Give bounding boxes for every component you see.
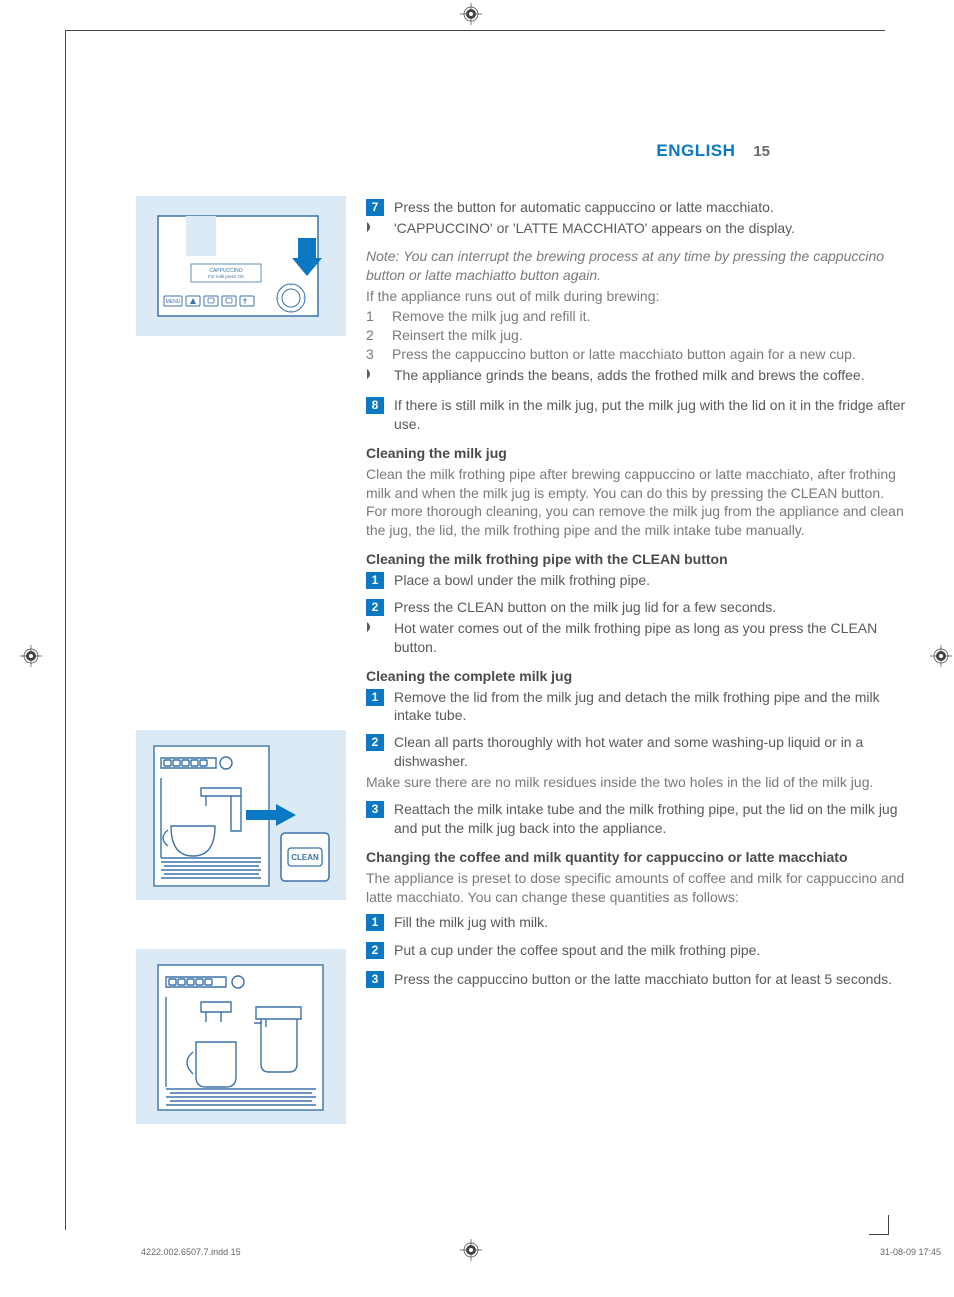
illustration-control-panel: CAPPUCCINO For milk press OK MENU	[136, 196, 346, 336]
header-language: ENGLISH	[656, 141, 735, 160]
registration-mark-right	[930, 645, 952, 667]
footer-file: 4222.002.6507.7.indd 15	[141, 1247, 241, 1257]
result-bullet-icon	[366, 619, 374, 638]
qty-s2: Put a cup under the coffee spout and the…	[394, 941, 906, 960]
step-badge-7: 7	[366, 199, 384, 216]
list-num: 2	[366, 326, 382, 345]
step-7-text: Press the button for automatic cappuccin…	[394, 198, 906, 217]
header-page-number: 15	[753, 143, 770, 160]
step-badge-3: 3	[366, 971, 384, 988]
illustration-cup-under-spout	[136, 949, 346, 1124]
qty-body: The appliance is preset to dose specific…	[366, 869, 906, 907]
clean-btn-result: Hot water comes out of the milk frothing…	[394, 619, 906, 657]
section-title-clean-button: Cleaning the milk frothing pipe with the…	[366, 550, 906, 569]
list-num: 1	[366, 307, 382, 326]
step-badge-8: 8	[366, 397, 384, 414]
section-title-clean-jug: Cleaning the milk jug	[366, 444, 906, 463]
runout-result: The appliance grinds the beans, adds the…	[394, 366, 906, 386]
svg-text:MENU: MENU	[166, 299, 181, 305]
page-footer: 4222.002.6507.7.indd 15 31-08-09 17:45	[141, 1247, 941, 1257]
text-column: 7 Press the button for automatic cappucc…	[366, 196, 906, 1138]
crop-mark-br	[869, 1215, 889, 1235]
runout-2: Reinsert the milk jug.	[392, 326, 523, 345]
illustration-clean-button: CLEAN	[136, 730, 346, 900]
clean-full-s2: Clean all parts thoroughly with hot wate…	[394, 733, 906, 771]
qty-s3: Press the cappuccino button or the latte…	[394, 970, 906, 989]
result-bullet-icon	[366, 366, 374, 385]
display-line2: For milk press OK	[208, 274, 244, 279]
list-num: 3	[366, 345, 382, 364]
page-frame: ENGLISH 15 CAPPUCCINO For milk press OK …	[65, 30, 885, 1230]
step-badge-1: 1	[366, 914, 384, 931]
step-badge-2: 2	[366, 734, 384, 751]
step-badge-2: 2	[366, 942, 384, 959]
clean-full-note: Make sure there are no milk residues ins…	[366, 773, 906, 792]
runout-1: Remove the milk jug and refill it.	[392, 307, 590, 326]
result-bullet-icon	[366, 219, 374, 238]
illustrations-column: CAPPUCCINO For milk press OK MENU	[136, 196, 346, 1138]
clean-full-s3: Reattach the milk intake tube and the mi…	[394, 800, 906, 838]
section-clean-jug-body: Clean the milk frothing pipe after brewi…	[366, 465, 906, 541]
step-badge-3: 3	[366, 801, 384, 818]
section-title-quantity: Changing the coffee and milk quantity fo…	[366, 848, 906, 867]
interrupt-note: Note: You can interrupt the brewing proc…	[366, 247, 906, 285]
registration-mark-left	[20, 645, 42, 667]
section-title-clean-full: Cleaning the complete milk jug	[366, 667, 906, 686]
step-badge-2: 2	[366, 599, 384, 616]
clean-btn-s1: Place a bowl under the milk frothing pip…	[394, 571, 906, 590]
registration-mark-top	[460, 3, 482, 25]
runout-intro: If the appliance runs out of milk during…	[366, 287, 906, 306]
clean-full-s1: Remove the lid from the milk jug and det…	[394, 688, 906, 726]
step-badge-1: 1	[366, 689, 384, 706]
page-header: ENGLISH 15	[66, 141, 885, 161]
footer-date: 31-08-09 17:45	[880, 1247, 941, 1257]
step-7-result: 'CAPPUCCINO' or 'LATTE MACCHIATO' appear…	[394, 219, 906, 239]
step-badge-1: 1	[366, 572, 384, 589]
runout-3: Press the cappuccino button or latte mac…	[392, 345, 856, 364]
svg-text:CLEAN: CLEAN	[291, 853, 319, 862]
clean-btn-s2: Press the CLEAN button on the milk jug l…	[394, 598, 906, 617]
step-8-text: If there is still milk in the milk jug, …	[394, 396, 906, 434]
qty-s1: Fill the milk jug with milk.	[394, 913, 906, 932]
